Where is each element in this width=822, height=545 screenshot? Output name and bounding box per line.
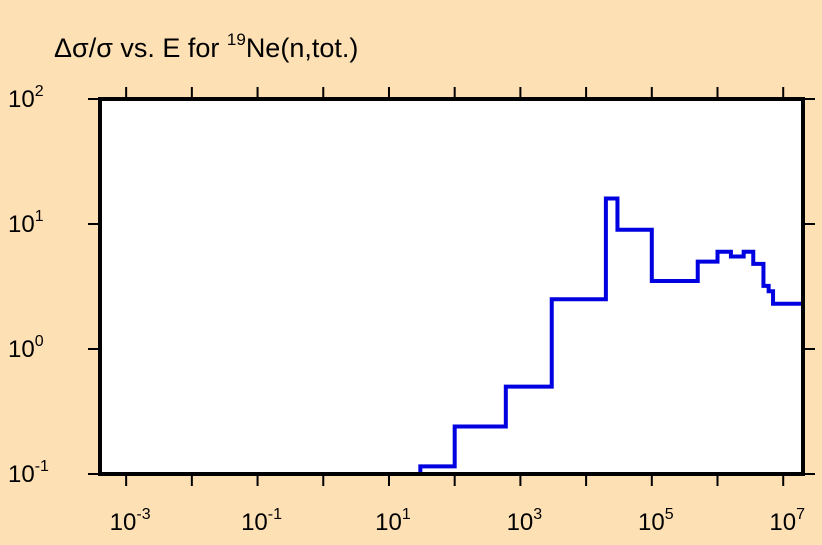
data-series — [100, 196, 803, 476]
tick-exponent: -1 — [268, 506, 282, 523]
tick-base: 10 — [8, 461, 35, 488]
y-tick-label: 100 — [8, 333, 44, 363]
y-tick-label: 10-1 — [8, 458, 49, 488]
tick-base: 10 — [769, 509, 796, 536]
x-tick-label: 103 — [507, 506, 543, 536]
tick-base: 10 — [507, 509, 534, 536]
tick-exponent: 2 — [35, 83, 44, 100]
tick-base: 10 — [638, 509, 665, 536]
tick-exponent: 1 — [35, 208, 44, 225]
tick-exponent: -3 — [136, 506, 150, 523]
tick-exponent: 0 — [35, 333, 44, 350]
tick-base: 10 — [8, 211, 35, 238]
tick-base: 10 — [110, 509, 137, 536]
chart-title: Δσ/σ vs. E for 19Ne(n,tot.) — [54, 30, 358, 63]
y-tick-label: 101 — [8, 208, 44, 238]
title-suffix: Ne(n,tot.) — [246, 33, 359, 63]
tick-exponent: -1 — [35, 458, 49, 475]
tick-exponent: 7 — [796, 506, 805, 523]
title-prefix: Δσ/σ vs. E for — [54, 33, 227, 63]
x-tick-label: 10-3 — [110, 506, 151, 536]
tick-exponent: 3 — [533, 506, 542, 523]
plot-frame — [98, 97, 805, 476]
x-tick-label: 107 — [769, 506, 805, 536]
x-tick-label: 101 — [375, 506, 411, 536]
series-line-0 — [100, 196, 803, 476]
tick-base: 10 — [8, 336, 35, 363]
x-tick-labels: 10-3 10-1 101 103 105 107 — [110, 506, 805, 536]
plot-area — [100, 99, 803, 474]
title-mass-number: 19 — [227, 30, 246, 49]
x-tick-label: 10-1 — [241, 506, 282, 536]
tick-base: 10 — [8, 86, 35, 113]
y-tick-label: 102 — [8, 83, 44, 113]
tick-exponent: 5 — [665, 506, 674, 523]
tick-base: 10 — [241, 509, 268, 536]
tick-base: 10 — [375, 509, 402, 536]
x-tick-label: 105 — [638, 506, 674, 536]
tick-exponent: 1 — [402, 506, 411, 523]
